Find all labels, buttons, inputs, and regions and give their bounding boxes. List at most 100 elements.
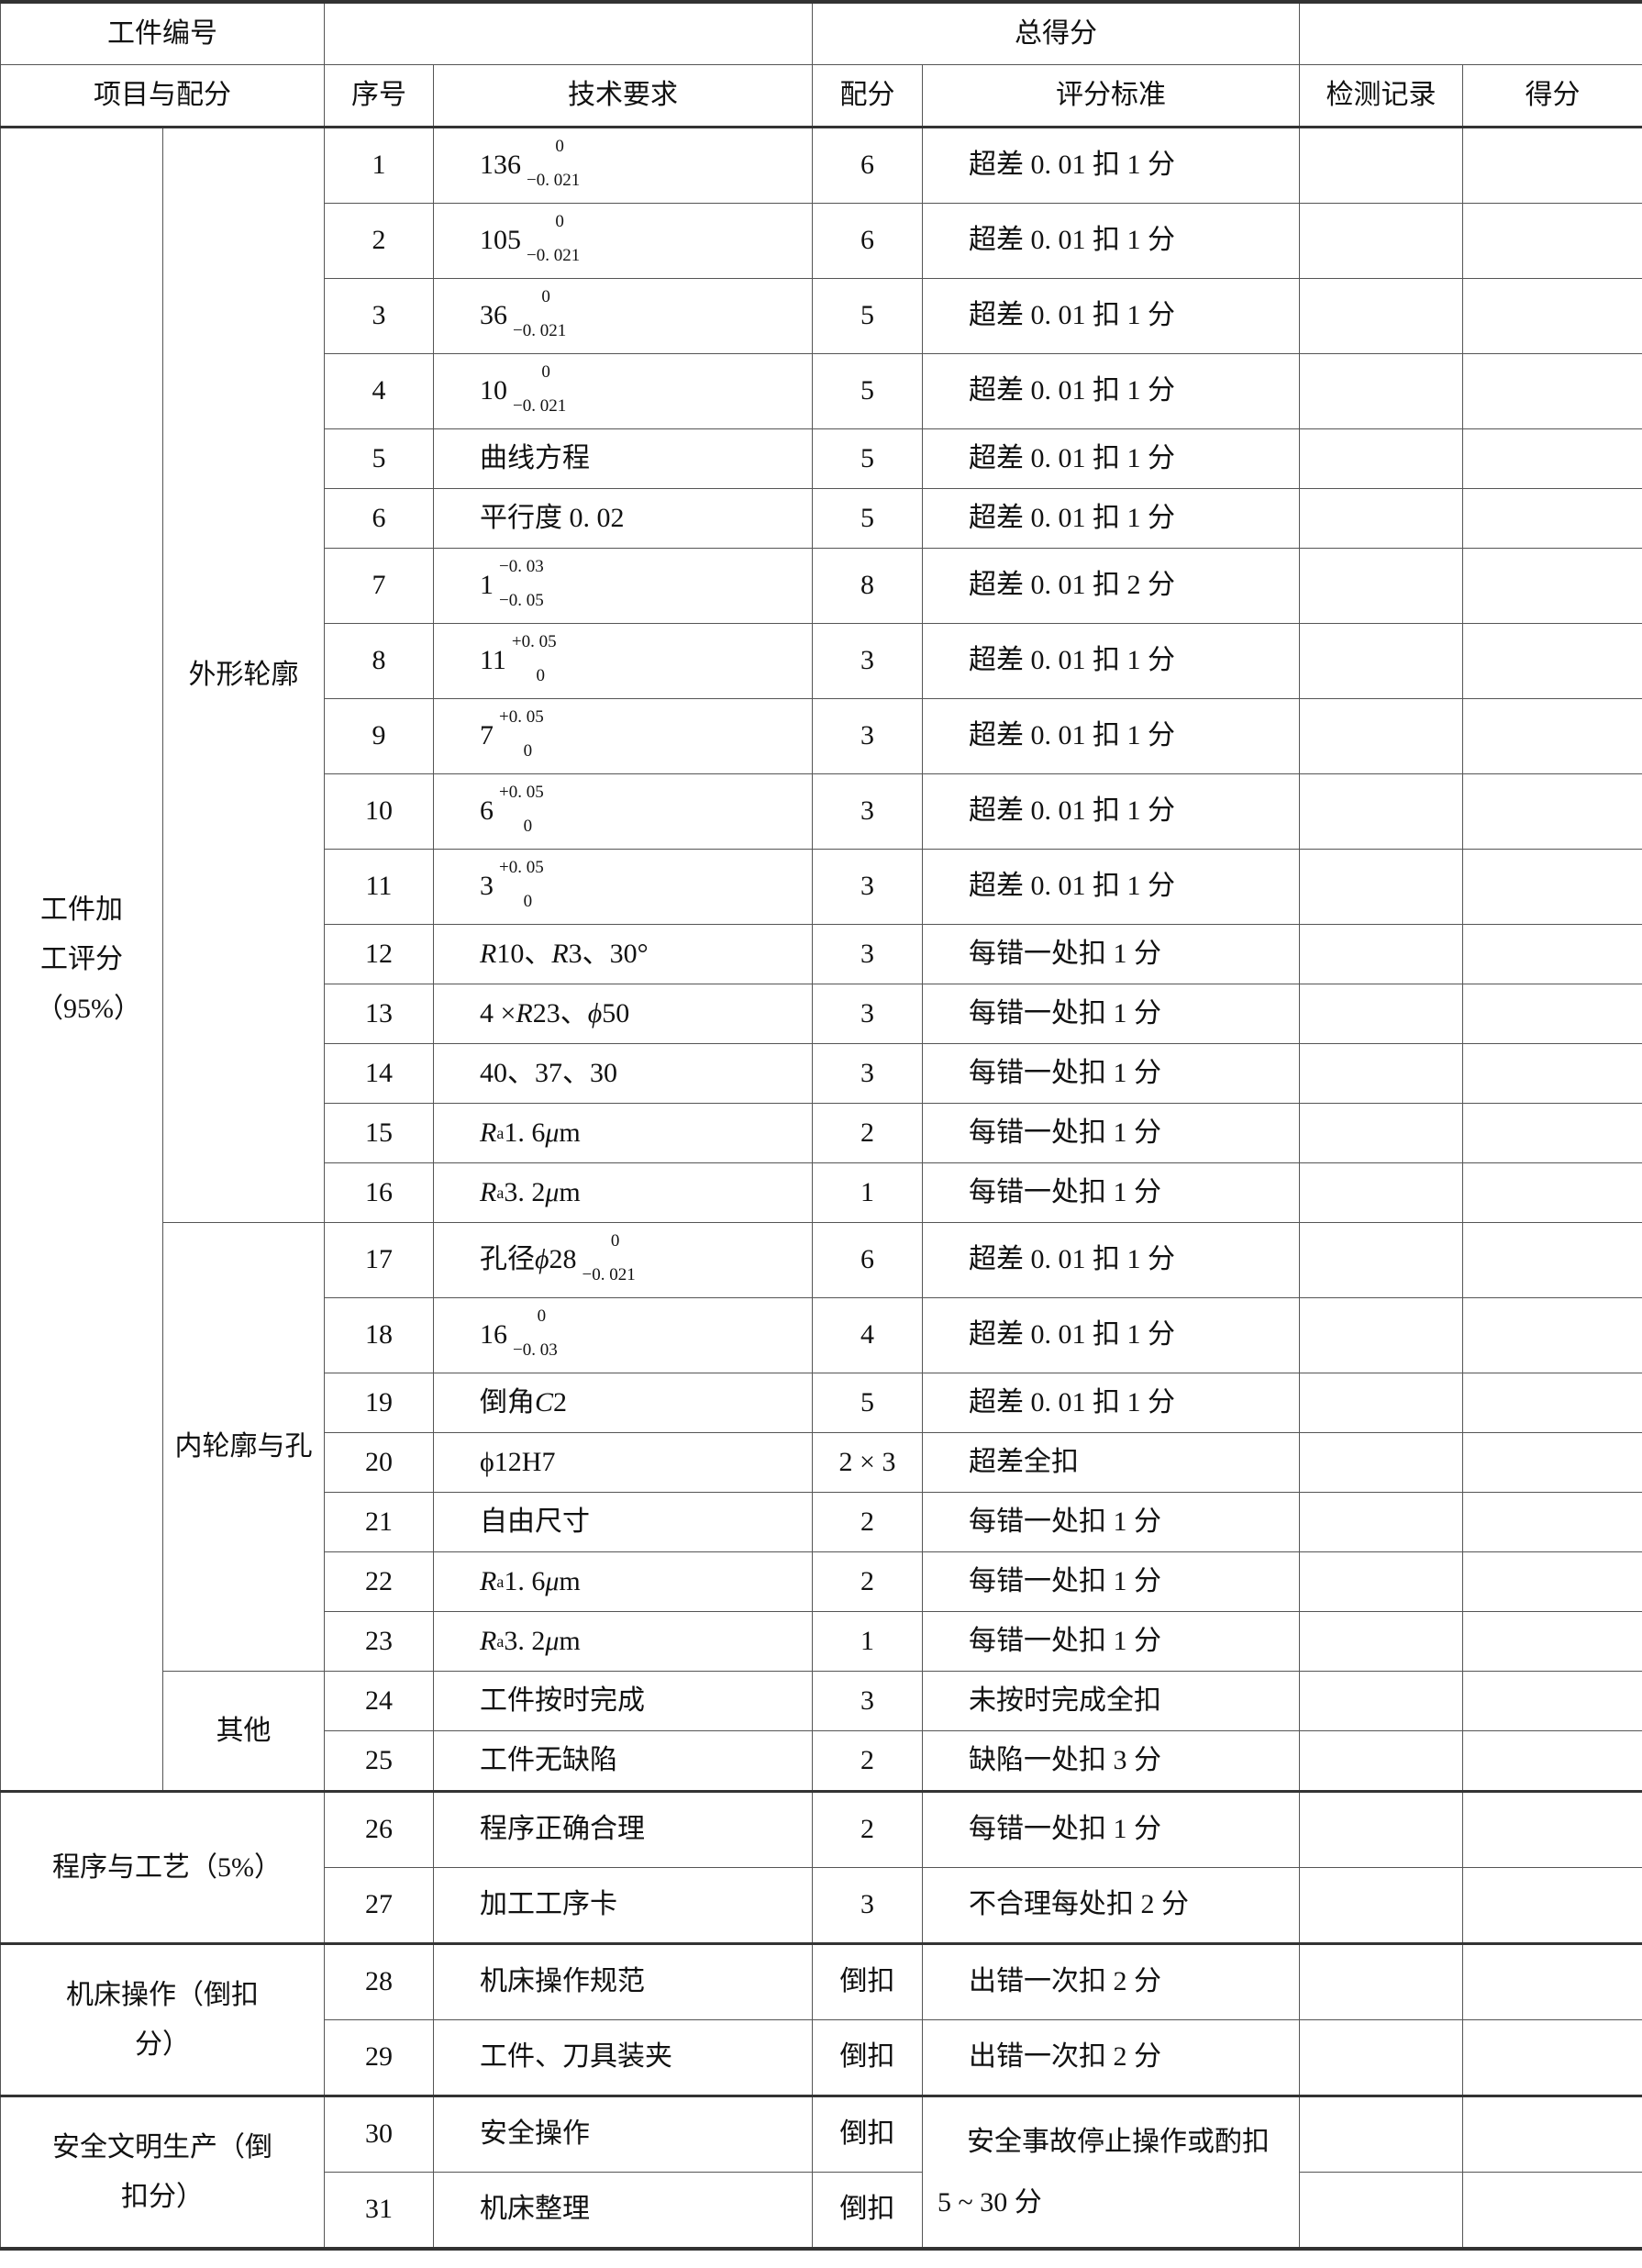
- row-no: 16: [324, 1162, 434, 1223]
- result-score-cell[interactable]: [1462, 1942, 1642, 2020]
- result-score-cell[interactable]: [1462, 353, 1642, 429]
- col-header-item: 项目与配分: [0, 64, 325, 128]
- header-row-top: 工件编号 总得分: [0, 1, 1642, 65]
- requirement-text: 工件、刀具装夹: [480, 2041, 672, 2073]
- result-score-cell[interactable]: [1462, 2095, 1642, 2173]
- inspection-record-cell[interactable]: [1299, 1297, 1463, 1373]
- row-criteria: 每错一处扣 1 分: [922, 984, 1300, 1044]
- row-criteria: 每错一处扣 1 分: [922, 1162, 1300, 1223]
- result-score-cell[interactable]: [1462, 623, 1642, 699]
- inspection-record-cell[interactable]: [1299, 623, 1463, 699]
- result-score-cell[interactable]: [1462, 1790, 1642, 1868]
- inspection-record-cell[interactable]: [1299, 1551, 1463, 1612]
- inspection-record-cell[interactable]: [1299, 984, 1463, 1044]
- inspection-record-cell[interactable]: [1299, 1867, 1463, 1944]
- row-score: 3: [812, 924, 923, 984]
- inspection-record-cell[interactable]: [1299, 1730, 1463, 1792]
- inspection-record-cell[interactable]: [1299, 1432, 1463, 1493]
- result-score-cell[interactable]: [1462, 203, 1642, 279]
- tolerance: 0 −0. 021: [527, 206, 580, 272]
- inspection-record-cell[interactable]: [1299, 126, 1463, 204]
- inspection-record-cell[interactable]: [1299, 1222, 1463, 1298]
- row-no: 9: [324, 698, 434, 774]
- inspection-record-cell[interactable]: [1299, 1162, 1463, 1223]
- result-score-cell[interactable]: [1462, 1730, 1642, 1792]
- inspection-record-cell[interactable]: [1299, 2019, 1463, 2096]
- row-score: 2: [812, 1492, 923, 1552]
- inspection-record-cell[interactable]: [1299, 1790, 1463, 1868]
- result-score-cell[interactable]: [1462, 1492, 1642, 1552]
- inspection-record-cell[interactable]: [1299, 1103, 1463, 1163]
- row-no: 15: [324, 1103, 434, 1163]
- requirement-segment: a: [496, 1123, 505, 1142]
- result-score-cell[interactable]: [1462, 488, 1642, 549]
- inspection-record-cell[interactable]: [1299, 2095, 1463, 2173]
- row-no: 22: [324, 1551, 434, 1612]
- result-score-cell[interactable]: [1462, 428, 1642, 489]
- requirement: 6 +0. 05 0: [433, 773, 813, 850]
- result-score-cell[interactable]: [1462, 548, 1642, 624]
- table-row: 9 7 +0. 05 0 3 超差 0. 01 扣 1 分: [1, 698, 1642, 774]
- result-score-cell[interactable]: [1462, 1867, 1642, 1944]
- result-score-cell[interactable]: [1462, 2172, 1642, 2250]
- inspection-record-cell[interactable]: [1299, 278, 1463, 354]
- tolerance-lower: 0: [523, 816, 533, 836]
- result-score-cell[interactable]: [1462, 1671, 1642, 1731]
- result-score-cell[interactable]: [1462, 2019, 1642, 2096]
- inspection-record-cell[interactable]: [1299, 1611, 1463, 1672]
- requirement-segment: 加工工序卡: [480, 1889, 617, 1920]
- inspection-record-cell[interactable]: [1299, 353, 1463, 429]
- row-criteria: 超差 0. 01 扣 1 分: [922, 1222, 1300, 1298]
- row-score: 2 × 3: [812, 1432, 923, 1493]
- result-score-cell[interactable]: [1462, 698, 1642, 774]
- row-score: 3: [812, 1043, 923, 1104]
- result-score-cell[interactable]: [1462, 1103, 1642, 1163]
- inspection-record-cell[interactable]: [1299, 924, 1463, 984]
- result-score-cell[interactable]: [1462, 1222, 1642, 1298]
- result-score-cell[interactable]: [1462, 924, 1642, 984]
- inspection-record-cell[interactable]: [1299, 548, 1463, 624]
- requirement: 3 +0. 05 0: [433, 849, 813, 925]
- row-criteria: 每错一处扣 1 分: [922, 1551, 1300, 1612]
- result-score-cell[interactable]: [1462, 849, 1642, 925]
- inspection-record-cell[interactable]: [1299, 1671, 1463, 1731]
- tolerance-upper: −0. 03: [499, 557, 544, 577]
- result-score-cell[interactable]: [1462, 1162, 1642, 1223]
- total-score-value[interactable]: [1299, 1, 1642, 65]
- inspection-record-cell[interactable]: [1299, 1942, 1463, 2020]
- result-score-cell[interactable]: [1462, 1611, 1642, 1672]
- inspection-record-cell[interactable]: [1299, 2172, 1463, 2250]
- inspection-record-cell[interactable]: [1299, 1043, 1463, 1104]
- requirement-text: 1 −0. 03 −0. 05: [480, 552, 544, 618]
- inspection-record-cell[interactable]: [1299, 698, 1463, 774]
- inspection-record-cell[interactable]: [1299, 203, 1463, 279]
- result-score-cell[interactable]: [1462, 278, 1642, 354]
- result-score-cell[interactable]: [1462, 1432, 1642, 1493]
- total-score-label: 总得分: [812, 1, 1300, 65]
- table-row: 工件加工评分（95%） 外形轮廓 1 136 0 −0. 021 6 超差 0. 01 扣 1…: [0, 126, 1642, 1792]
- result-score-cell[interactable]: [1462, 1043, 1642, 1104]
- workpiece-no-value[interactable]: [324, 1, 813, 65]
- result-score-cell[interactable]: [1462, 984, 1642, 1044]
- row-no: 23: [324, 1611, 434, 1672]
- row-score: 3: [812, 849, 923, 925]
- result-score-cell[interactable]: [1462, 1297, 1642, 1373]
- requirement-segment: 28: [549, 1244, 577, 1275]
- result-score-cell[interactable]: [1462, 1551, 1642, 1612]
- table-row: 其他 24 工件按时完成 3 未按时完成全扣: [1, 1671, 1642, 1792]
- tolerance-upper: 0: [541, 362, 550, 383]
- inspection-record-cell[interactable]: [1299, 849, 1463, 925]
- inspection-record-cell[interactable]: [1299, 773, 1463, 850]
- inspection-record-cell[interactable]: [1299, 488, 1463, 549]
- result-score-cell[interactable]: [1462, 126, 1642, 204]
- requirement-segment: a: [496, 1572, 505, 1591]
- result-score-cell[interactable]: [1462, 773, 1642, 850]
- inspection-record-cell[interactable]: [1299, 1373, 1463, 1433]
- inspection-record-cell[interactable]: [1299, 428, 1463, 489]
- requirement-text: 105 0 −0. 021: [480, 207, 580, 273]
- result-score-cell[interactable]: [1462, 1373, 1642, 1433]
- row-score: 3: [812, 623, 923, 699]
- inspection-record-cell[interactable]: [1299, 1492, 1463, 1552]
